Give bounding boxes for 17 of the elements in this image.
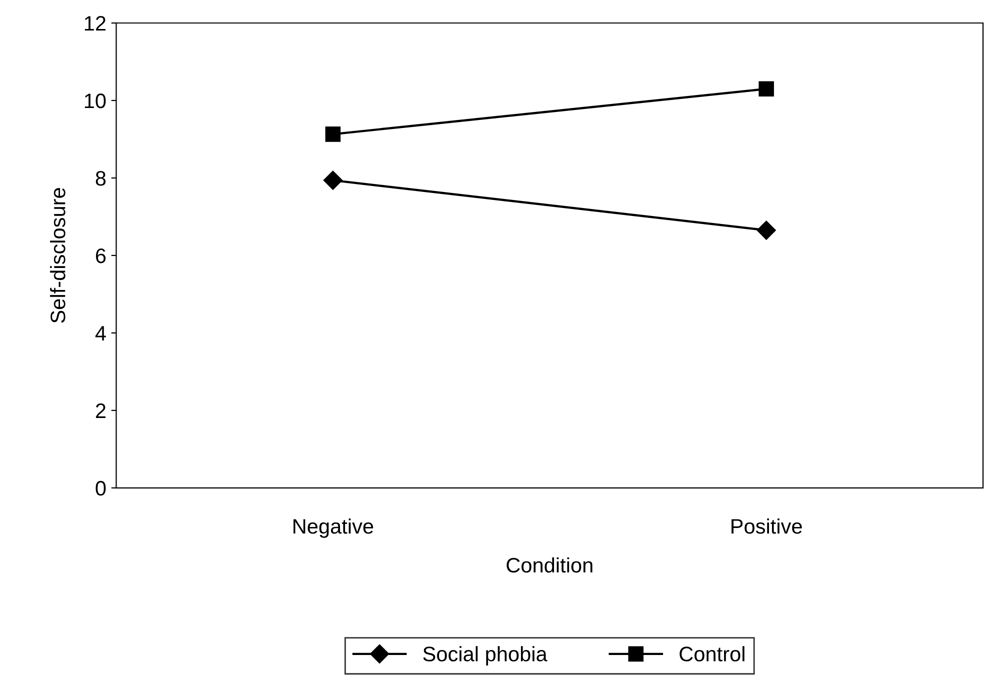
legend-label: Social phobia xyxy=(423,646,548,666)
y-tick-label: 4 xyxy=(95,326,106,340)
y-tick-label: 0 xyxy=(96,480,106,496)
point xyxy=(758,81,774,96)
y-tick-label: 12 xyxy=(84,16,106,31)
legend-label: Control xyxy=(680,646,744,662)
y-tick-label: 10 xyxy=(84,93,106,108)
point xyxy=(323,170,342,190)
x-tick-label: Positive xyxy=(732,518,802,534)
point xyxy=(756,220,776,240)
x-axis-title: Condition xyxy=(506,557,592,573)
y-tick-label: 2 xyxy=(96,403,106,418)
y-tick-label: 8 xyxy=(96,170,106,186)
x-tick-label: Negative xyxy=(294,518,374,538)
point xyxy=(325,126,341,142)
y-axis-title: Self-disclosure xyxy=(50,188,66,323)
y-tick-label: 6 xyxy=(96,248,106,264)
